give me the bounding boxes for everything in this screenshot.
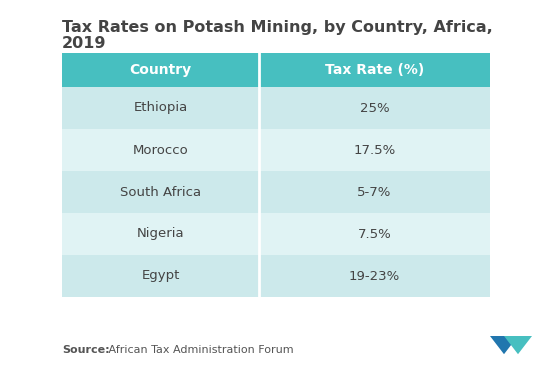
Text: Nigeria: Nigeria [137, 227, 184, 241]
Polygon shape [504, 336, 532, 354]
FancyBboxPatch shape [62, 87, 490, 129]
Text: Morocco: Morocco [133, 144, 188, 156]
Text: 5-7%: 5-7% [357, 185, 392, 198]
Text: Country: Country [129, 63, 192, 77]
FancyBboxPatch shape [62, 171, 490, 213]
Text: 17.5%: 17.5% [353, 144, 396, 156]
Text: 19-23%: 19-23% [349, 269, 400, 283]
FancyBboxPatch shape [62, 53, 490, 87]
Text: Tax Rate (%): Tax Rate (%) [325, 63, 424, 77]
Text: African Tax Administration Forum: African Tax Administration Forum [105, 345, 294, 355]
FancyBboxPatch shape [62, 129, 490, 171]
Text: Source:: Source: [62, 345, 110, 355]
Text: South Africa: South Africa [120, 185, 201, 198]
Text: 7.5%: 7.5% [358, 227, 391, 241]
Polygon shape [490, 336, 518, 354]
Text: Egypt: Egypt [141, 269, 180, 283]
FancyBboxPatch shape [62, 213, 490, 255]
Text: Ethiopia: Ethiopia [133, 102, 187, 114]
Text: Tax Rates on Potash Mining, by Country, Africa,: Tax Rates on Potash Mining, by Country, … [62, 20, 493, 35]
FancyBboxPatch shape [62, 255, 490, 297]
Text: 25%: 25% [360, 102, 389, 114]
Text: 2019: 2019 [62, 36, 106, 51]
